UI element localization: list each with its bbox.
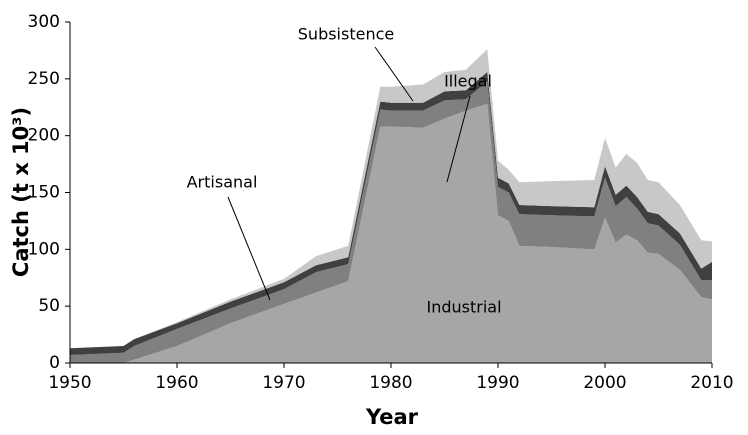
y-tick-label: 250 — [28, 69, 60, 89]
y-tick-label: 150 — [28, 183, 60, 203]
series-label: Industrial — [426, 298, 501, 317]
area — [70, 72, 712, 356]
area — [70, 81, 712, 364]
x-tick-label: 1990 — [476, 373, 519, 393]
y-tick-label: 0 — [49, 353, 60, 373]
series-label: Subsistence — [298, 25, 394, 44]
areas — [70, 49, 712, 364]
x-tick-label: 1970 — [262, 373, 305, 393]
x-tick-label: 2010 — [690, 373, 733, 393]
x-tick-label: 1980 — [369, 373, 412, 393]
leader-line — [446, 95, 471, 183]
x-tick-label: 2000 — [583, 373, 626, 393]
y-axis-label: Catch (t x 10³) — [9, 107, 33, 277]
area — [70, 103, 712, 363]
x-tick-label: 1960 — [155, 373, 198, 393]
series-label: Artisanal — [187, 173, 258, 192]
y-tick-label: 200 — [28, 126, 60, 146]
leader-line — [227, 196, 271, 301]
y-tick-label: 300 — [28, 12, 60, 32]
series-label: Illegal — [444, 72, 492, 91]
area — [70, 49, 712, 349]
y-tick-label: 50 — [38, 296, 60, 316]
leader-line — [374, 46, 414, 102]
x-tick-label: 1950 — [48, 373, 91, 393]
y-tick-label: 100 — [28, 239, 60, 259]
x-axis-label: Year — [365, 405, 419, 429]
